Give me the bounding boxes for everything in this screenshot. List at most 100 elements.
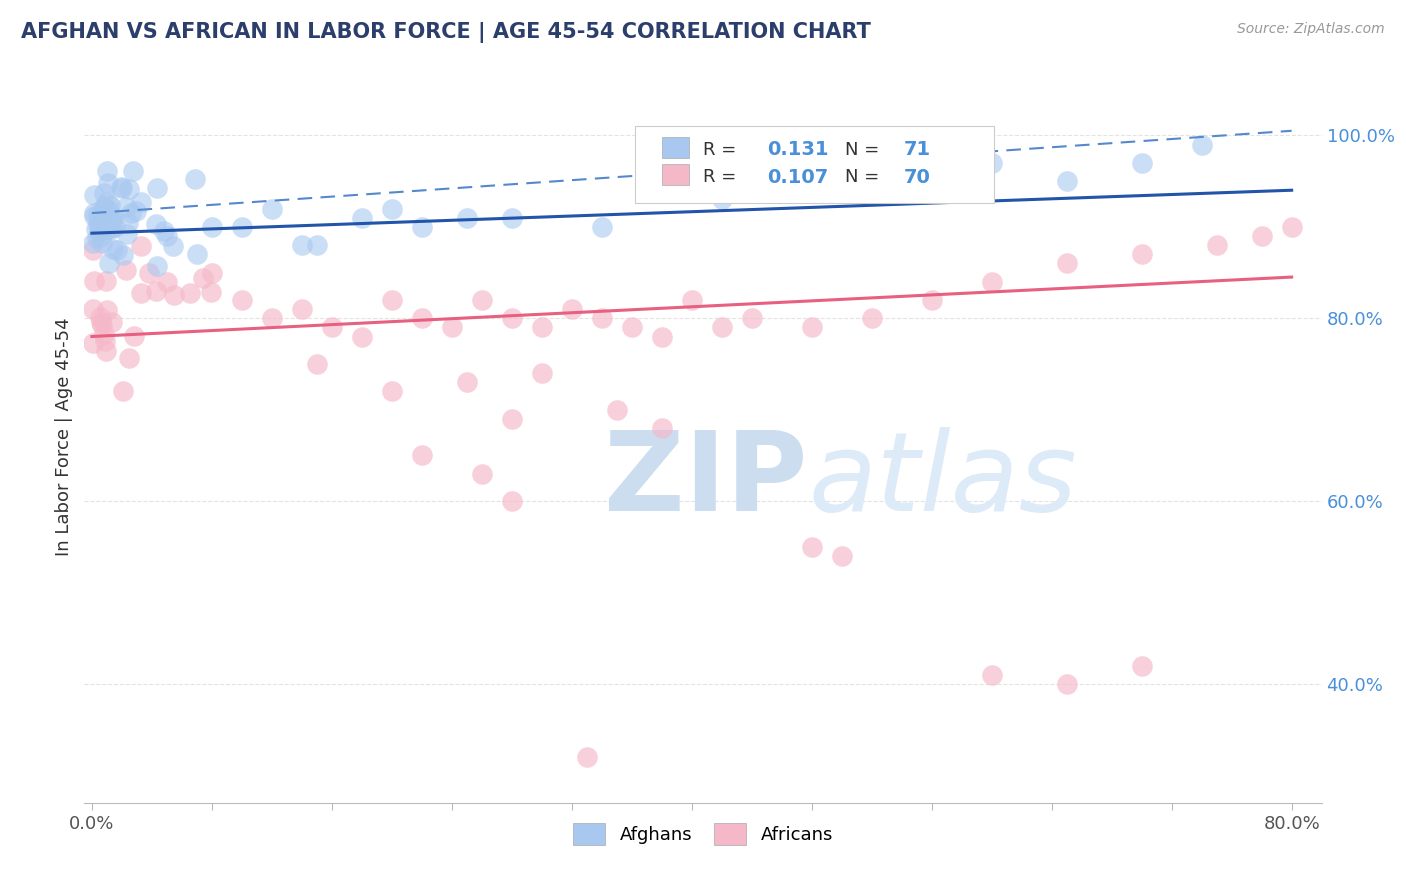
Point (97, 220, 120, 235)
Point (710, 320, 733, 334)
Point (96, 274, 118, 288)
Point (1056, 174, 1078, 188)
Point (179, 285, 201, 300)
Point (831, 174, 853, 188)
Point (115, 200, 138, 214)
Text: ZIP: ZIP (605, 427, 807, 534)
Point (82, 243, 104, 257)
Point (1056, 256, 1078, 270)
Point (125, 203, 148, 218)
Text: N =: N = (845, 169, 886, 186)
Point (90, 318, 112, 332)
Point (96, 163, 118, 178)
Point (153, 224, 176, 238)
Point (456, 211, 478, 225)
Point (118, 351, 141, 366)
Point (305, 357, 328, 371)
Point (163, 287, 186, 301)
Point (93, 200, 115, 214)
Point (105, 243, 128, 257)
Point (260, 202, 283, 216)
Point (291, 301, 314, 317)
Point (118, 182, 141, 196)
Point (82, 336, 104, 351)
Text: 0.131: 0.131 (768, 140, 830, 159)
Point (93, 334, 115, 348)
Point (440, 320, 463, 334)
Point (145, 259, 167, 273)
Text: atlas: atlas (808, 427, 1077, 534)
Point (90, 315, 112, 329)
Point (82, 235, 104, 250)
Point (83, 210, 105, 224)
Point (93, 219, 115, 234)
Point (1130, 247, 1153, 261)
Point (145, 181, 167, 195)
Point (800, 320, 823, 334)
Point (93, 200, 115, 214)
Text: 71: 71 (904, 140, 931, 159)
Point (1191, 137, 1213, 152)
Point (350, 211, 373, 225)
Point (591, 219, 613, 234)
FancyBboxPatch shape (636, 126, 994, 203)
Point (84, 221, 107, 235)
Point (800, 540, 823, 554)
Point (101, 212, 124, 227)
Point (501, 494, 523, 508)
Point (1130, 658, 1153, 673)
Point (111, 248, 134, 262)
Point (103, 242, 125, 256)
Point (980, 275, 1002, 289)
Point (93, 186, 115, 200)
Point (97, 177, 120, 191)
Point (120, 205, 142, 219)
Point (90, 228, 112, 243)
Point (138, 266, 160, 280)
Point (381, 293, 404, 307)
Point (83, 206, 105, 220)
Point (651, 329, 673, 343)
Point (86, 230, 108, 244)
Point (501, 211, 523, 225)
Point (129, 239, 152, 253)
Point (471, 467, 494, 481)
Point (980, 155, 1002, 169)
Point (350, 329, 373, 343)
Point (411, 448, 433, 462)
Point (122, 329, 145, 343)
Point (980, 667, 1002, 682)
Point (110, 180, 132, 194)
Point (111, 181, 134, 195)
Point (94, 343, 117, 358)
Point (193, 271, 215, 285)
Point (201, 266, 224, 280)
Point (561, 301, 583, 317)
Point (681, 293, 703, 307)
Point (305, 238, 328, 252)
Point (291, 238, 314, 252)
Point (186, 247, 208, 261)
Point (93, 326, 115, 341)
Point (575, 750, 598, 764)
Point (129, 194, 152, 209)
Point (83, 274, 105, 288)
Point (89, 310, 111, 324)
Point (201, 219, 224, 234)
Point (471, 293, 494, 307)
Text: 70: 70 (904, 168, 931, 187)
Point (91, 236, 114, 251)
Point (89, 219, 111, 233)
Point (100, 213, 122, 227)
Point (100, 222, 122, 236)
Point (114, 262, 136, 277)
Point (156, 275, 179, 289)
Point (87, 218, 110, 232)
Point (82, 301, 104, 316)
Legend: Afghans, Africans: Afghans, Africans (558, 809, 848, 860)
Point (83, 188, 105, 202)
Point (591, 311, 613, 326)
Point (97, 222, 120, 236)
Point (741, 311, 763, 326)
Bar (662, 164, 689, 185)
